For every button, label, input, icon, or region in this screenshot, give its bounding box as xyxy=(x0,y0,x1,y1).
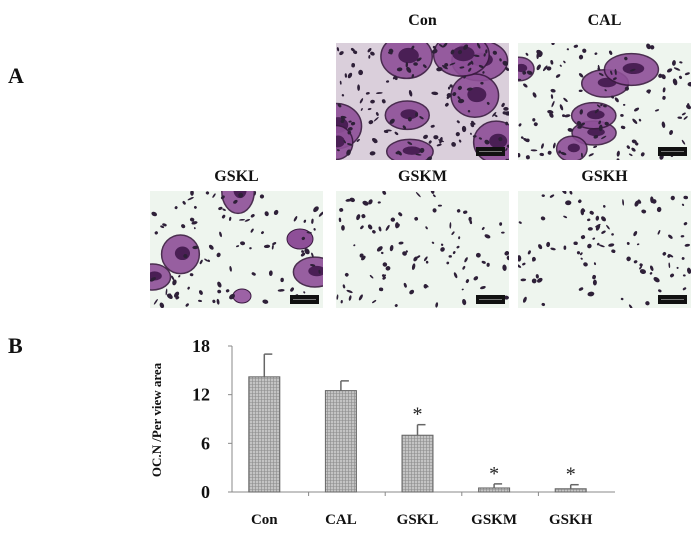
bar-con xyxy=(248,376,281,493)
micrograph-gskm xyxy=(336,191,509,308)
y-tick-label: 12 xyxy=(192,385,210,405)
micrograph-gskh xyxy=(518,191,691,308)
micrograph-con xyxy=(336,43,509,160)
bar-gskh xyxy=(554,488,587,493)
bar-gskl xyxy=(401,434,434,493)
x-tick-label: GSKL xyxy=(397,512,439,528)
micrograph-label-cal: CAL xyxy=(587,12,622,29)
x-tick-label: GSKH xyxy=(549,512,593,528)
micrograph-label-gskh: GSKH xyxy=(581,168,628,185)
x-tick-label: CAL xyxy=(325,512,357,528)
significance-marker: * xyxy=(413,404,423,426)
micrograph-label-con: Con xyxy=(408,12,437,29)
micrograph-gskl xyxy=(150,191,323,308)
panel-label-b: B xyxy=(8,333,23,358)
x-tick-label: Con xyxy=(251,512,278,528)
x-tick-label: GSKM xyxy=(471,512,517,528)
y-tick-label: 18 xyxy=(192,336,210,356)
significance-marker: * xyxy=(489,463,499,485)
micrograph-label-gskl: GSKL xyxy=(214,168,259,185)
bar-gskm xyxy=(478,487,511,493)
bar-cal xyxy=(324,390,357,493)
micrograph-cal xyxy=(518,43,691,160)
y-tick-label: 0 xyxy=(201,482,210,502)
significance-marker: * xyxy=(566,464,576,486)
micrograph-label-gskm: GSKM xyxy=(398,168,447,185)
y-axis-label: OC.N /Per view area xyxy=(149,362,164,477)
y-tick-label: 6 xyxy=(201,433,210,453)
panel-label-a: A xyxy=(8,63,24,88)
